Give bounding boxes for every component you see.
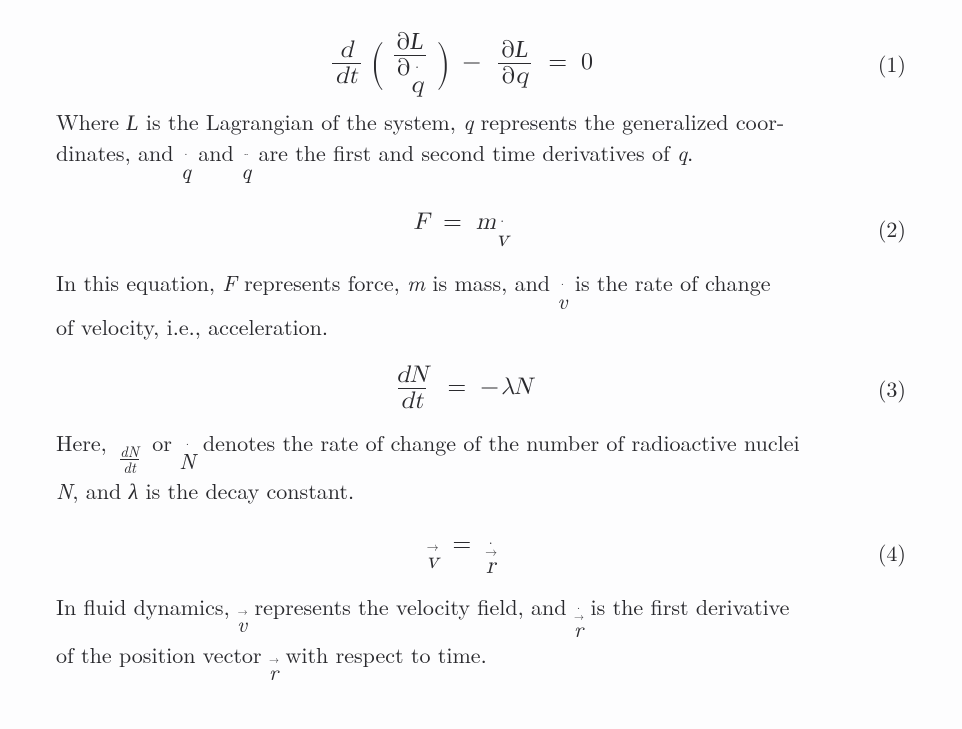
eq1-partial2-top: ∂ [501, 38, 515, 62]
equation-2-number: (2) [866, 214, 906, 244]
p2-v: v [557, 290, 567, 312]
p4-c: is the first derivative [583, 591, 789, 622]
p1-qdot: q [181, 160, 191, 182]
p1-e: and [191, 137, 241, 168]
p3-e: is the decay constant. [138, 475, 354, 506]
p1-a: Where [56, 106, 126, 137]
eq2-v: v [496, 227, 509, 251]
eq1-partial-top: ∂ [396, 30, 410, 54]
p1-b: is the Lagrangian of the system, [139, 106, 464, 137]
eq3-N: N [514, 375, 532, 399]
eq1-L-top: L [410, 29, 423, 55]
equation-3: dN dt = −λN [56, 363, 866, 414]
eq3-dN: dN [396, 363, 427, 387]
paragraph-4: In fluid dynamics, →v represents the vel… [56, 592, 906, 683]
eq2-equals: = [443, 210, 462, 234]
p3-a: Here, [56, 427, 114, 458]
p1-q: q [463, 106, 473, 137]
p2-d: is the rate of change [568, 267, 771, 298]
p2-b: represents force, [237, 267, 407, 298]
document-page: d dt ( ∂L ∂˙q ) − ∂L ∂q = 0 (1) Whe [0, 0, 962, 729]
p1-f: are the first and second time derivative… [251, 137, 677, 168]
eq1-dt: dt [335, 64, 358, 88]
p4-b: represents the velocity field, and [247, 591, 574, 622]
eq3-equals: = [448, 375, 467, 399]
p4-r2: r [269, 661, 278, 683]
p1-L: L [126, 110, 138, 135]
p3-lambda: λ [129, 475, 139, 506]
paragraph-3: Here, dNdt or ˙N denotes the rate of cha… [56, 428, 906, 506]
eq4-equals: = [452, 532, 471, 556]
eq1-q: q [515, 64, 528, 88]
eq4-v: v [426, 549, 439, 573]
p3-N2: N [56, 475, 72, 506]
paragraph-2: In this equation, F represents force, m … [56, 268, 906, 342]
p1-d: dinates, and [56, 137, 181, 168]
equation-1-row: d dt ( ∂L ∂˙q ) − ∂L ∂q = 0 (1) [56, 30, 906, 97]
eq3-lambda: λ [501, 375, 514, 399]
p1-qddot: q [241, 160, 251, 182]
eq1-partial2-bot: ∂ [501, 64, 515, 88]
eq1-L2: L [515, 37, 528, 63]
equation-2-row: F = m˙v (2) [56, 200, 906, 258]
eq1-zero: 0 [581, 50, 593, 74]
p2-F: F [222, 267, 236, 298]
p4-a: In fluid dynamics, [56, 591, 237, 622]
equation-4-row: →v = ˙→r (4) [56, 524, 906, 582]
equation-4: →v = ˙→r [56, 528, 866, 578]
left-paren: ( [370, 40, 384, 88]
eq1-minus: − [462, 50, 481, 74]
eq2-m: m [476, 210, 496, 234]
p3-c: denotes the rate of change of the number… [196, 427, 800, 458]
eq1-qdot: q [411, 73, 424, 97]
eq3-dt: dt [401, 389, 424, 413]
p3-b: or [145, 427, 179, 458]
equation-2: F = m˙v [56, 206, 866, 251]
p3-d: , and [72, 475, 128, 506]
right-paren: ) [436, 40, 450, 88]
p3-N: N [179, 450, 195, 472]
equation-4-number: (4) [866, 538, 906, 568]
equation-1: d dt ( ∂L ∂˙q ) − ∂L ∂q = 0 [56, 30, 866, 97]
equation-1-number: (1) [866, 49, 906, 79]
eq1-partial-bot: ∂ [397, 56, 411, 80]
eq4-r: r [486, 554, 495, 578]
p4-v: v [237, 613, 247, 635]
p4-r: r [574, 618, 583, 640]
p2-a: In this equation, [56, 267, 222, 298]
p2-m: m [407, 267, 425, 298]
p1-g: . [687, 137, 693, 168]
p1-c: represents the generalized coor- [473, 106, 784, 137]
equation-3-number: (3) [866, 374, 906, 404]
eq1-equals: = [548, 50, 567, 74]
equation-3-row: dN dt = −λN (3) [56, 360, 906, 418]
p4-e: with respect to time. [278, 639, 487, 670]
paragraph-1: Where L is the Lagrangian of the system,… [56, 107, 906, 182]
p3-dt: dt [120, 459, 139, 476]
p2-c: is mass, and [425, 267, 557, 298]
eq3-minus: − [480, 375, 499, 399]
eq1-d: d [340, 38, 353, 62]
p4-d: of the position vector [56, 639, 269, 670]
p1-q2: q [677, 137, 687, 168]
eq2-F: F [414, 210, 430, 234]
p2-e: of velocity, i.e., acceleration. [56, 311, 328, 342]
